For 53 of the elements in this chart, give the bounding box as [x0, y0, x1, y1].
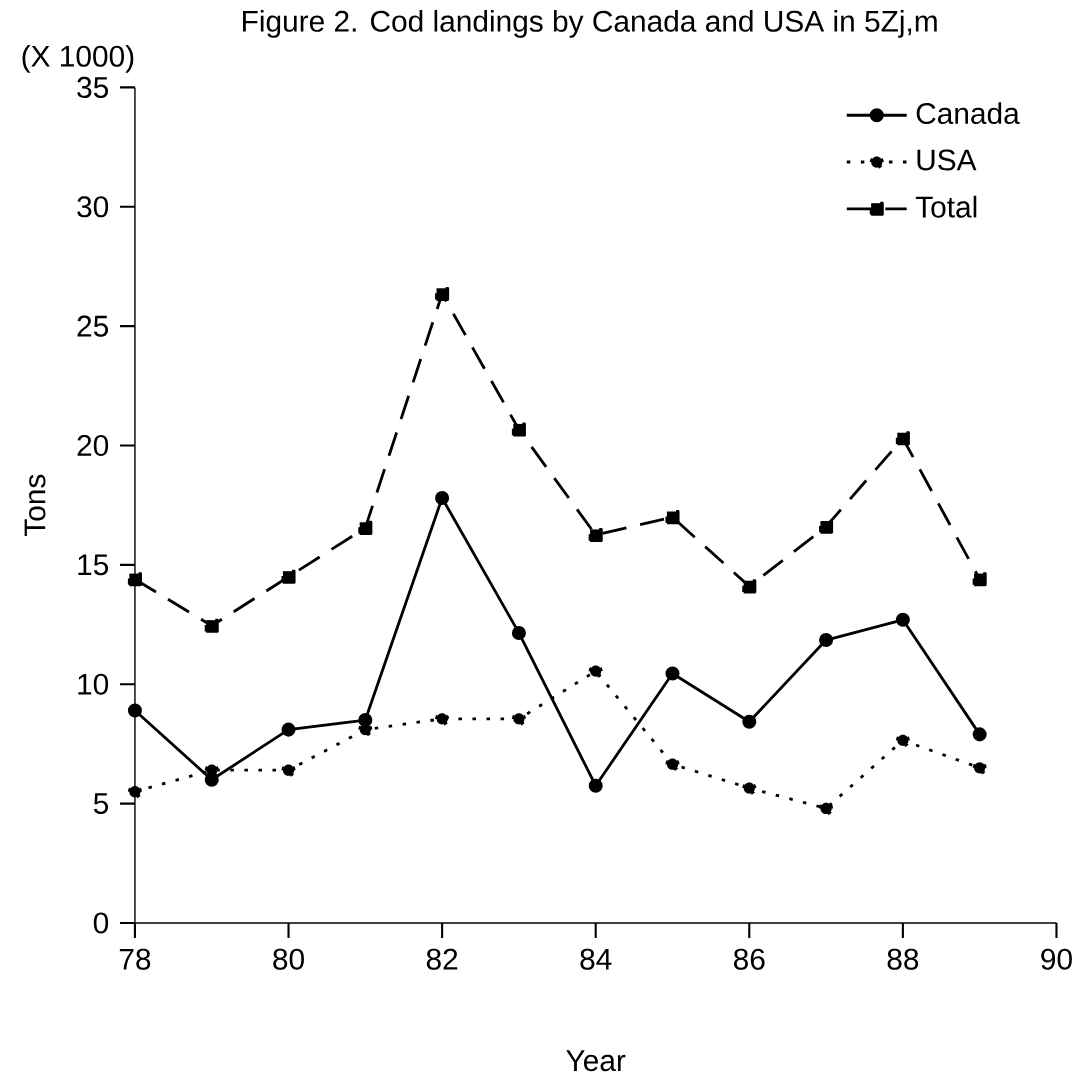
point: [972, 572, 987, 587]
point: [358, 712, 373, 728]
point: [819, 632, 834, 648]
y-tick-label: 10: [78, 673, 109, 695]
legend-label: Total: [915, 195, 977, 218]
point: [127, 703, 142, 718]
point: [819, 519, 834, 534]
y-tick-label: 20: [77, 434, 109, 456]
y-tick-label: 25: [77, 315, 109, 337]
point: [511, 422, 526, 437]
point: [742, 714, 757, 729]
point: [588, 664, 603, 679]
point: [742, 579, 757, 594]
point: [281, 722, 296, 737]
x-tick-label: 78: [119, 948, 151, 970]
point: [895, 431, 910, 446]
text: (X 1000): [22, 44, 134, 73]
point: [281, 569, 296, 584]
y-tick-label: 0: [93, 912, 109, 934]
point: [358, 520, 373, 535]
point: [127, 784, 142, 799]
legend-label: Canada: [916, 102, 1020, 125]
y-tick-label: 15: [78, 554, 109, 576]
point: [895, 733, 910, 748]
x-tick-label: 86: [734, 948, 765, 970]
point: [972, 727, 987, 742]
point: [665, 666, 680, 681]
x-tick-label: 80: [273, 948, 304, 970]
point: [204, 618, 219, 633]
x-tick-label: 84: [580, 948, 612, 970]
point: [895, 612, 910, 627]
point: [588, 778, 603, 793]
x-axis-title: Year: [566, 1050, 626, 1072]
chart-title: Figure 2. Cod landings by Canada and USA in 5Zj,m: [243, 9, 937, 38]
x-tick-label: 90: [1041, 948, 1072, 970]
y-tick-label: 5: [93, 793, 109, 814]
y-axis-title: Tons: [24, 474, 46, 537]
x-tick-label: 88: [887, 948, 919, 970]
point: [972, 760, 987, 775]
point: [819, 801, 834, 816]
y-tick-label: 30: [77, 196, 109, 218]
legend-label: USA: [917, 149, 977, 171]
point: [742, 781, 757, 796]
point: [511, 711, 526, 726]
point: [665, 510, 680, 525]
point: [588, 527, 603, 542]
point: [127, 572, 142, 587]
point: [435, 711, 450, 726]
point: [435, 286, 450, 301]
point: [435, 490, 450, 505]
y-tick-label: 35: [77, 76, 109, 98]
point: [511, 625, 526, 640]
x-tick-label: 82: [426, 948, 458, 970]
